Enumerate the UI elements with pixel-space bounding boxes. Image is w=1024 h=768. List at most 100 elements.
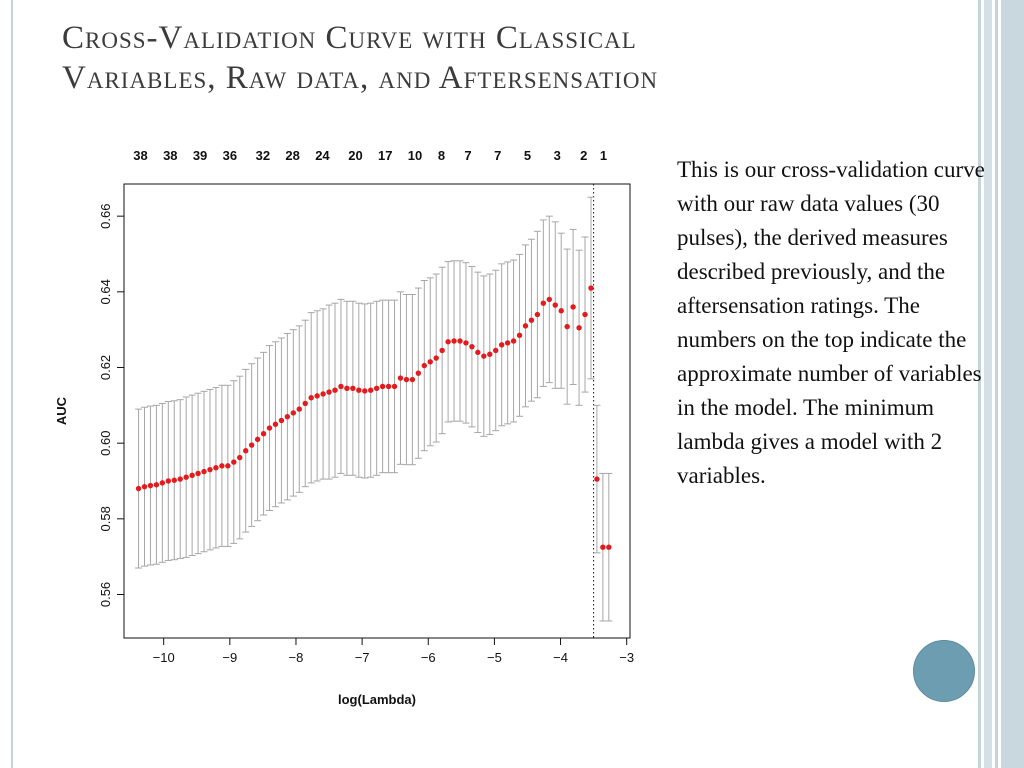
auc-point: [469, 343, 475, 350]
auc-point: [439, 347, 445, 354]
auc-point: [201, 468, 207, 475]
top-nvars-label: 1: [600, 148, 607, 163]
auc-point: [308, 395, 314, 401]
top-nvars-label: 8: [438, 148, 445, 163]
top-nvars-label: 20: [348, 148, 362, 163]
auc-point: [254, 436, 261, 443]
slide-title-line1: Cross-Validation Curve with Classical: [62, 20, 637, 56]
auc-point: [457, 338, 463, 344]
auc-point: [564, 323, 570, 330]
auc-point: [409, 376, 416, 383]
auc-point: [606, 544, 612, 550]
x-tick-label: −6: [421, 650, 436, 665]
auc-point: [582, 311, 588, 318]
auc-point: [487, 351, 493, 357]
auc-point: [141, 483, 148, 490]
auc-point: [558, 308, 564, 314]
plot-frame: [123, 183, 631, 639]
auc-point: [522, 323, 529, 329]
auc-point: [165, 478, 172, 484]
slide-body-text: This is our cross-validation curve with …: [677, 157, 985, 488]
auc-point: [552, 302, 558, 308]
auc-point: [195, 470, 201, 477]
x-tick-label: −4: [553, 650, 568, 665]
auc-point: [576, 325, 582, 331]
top-nvars-label: 5: [524, 148, 531, 163]
auc-point: [415, 370, 422, 376]
auc-point: [368, 387, 374, 393]
left-decoration-rule: [11, 0, 13, 768]
top-nvars-label: 10: [408, 148, 422, 163]
auc-point: [266, 425, 273, 431]
right-decoration-bars: [978, 0, 1024, 768]
x-tick-label: −3: [619, 650, 634, 665]
auc-point: [391, 383, 398, 390]
auc-point: [421, 362, 427, 369]
auc-point: [135, 485, 142, 492]
y-tick-label: 0.60: [98, 431, 113, 456]
auc-point: [379, 383, 386, 390]
auc-point: [546, 296, 553, 303]
decorative-circle: [913, 640, 975, 702]
auc-point: [594, 476, 600, 482]
auc-point: [332, 387, 338, 393]
auc-point: [534, 311, 541, 318]
top-nvars-label: 7: [464, 148, 471, 163]
auc-point: [284, 413, 291, 420]
auc-point: [219, 463, 225, 469]
auc-point: [516, 332, 523, 339]
top-nvars-label: 36: [223, 148, 237, 163]
auc-point: [177, 476, 183, 482]
top-nvars-label: 38: [133, 148, 147, 163]
cv-curve-chart: −10 −9 −8 −7 −6 −5 −4 −3 0.56 0.58 0.60 0.62 0.64 0.6…: [54, 148, 634, 707]
x-tick-label: −10: [153, 650, 175, 665]
auc-point: [463, 340, 469, 346]
auc-point: [231, 459, 237, 465]
top-nvars-label: 28: [285, 148, 299, 163]
slide-title-line2: Variables, Raw data, and Aftersensation: [62, 60, 659, 96]
auc-point: [475, 349, 481, 356]
auc-point: [248, 442, 255, 448]
auc-point: [302, 400, 308, 407]
auc-point: [373, 385, 380, 391]
auc-point: [504, 340, 511, 346]
auc-point: [207, 466, 213, 473]
auc-point: [320, 391, 326, 397]
top-nvars-label: 32: [256, 148, 270, 163]
auc-point: [278, 417, 285, 424]
auc-point: [570, 304, 576, 310]
auc-point: [171, 477, 177, 483]
y-tick-label: 0.64: [98, 279, 113, 304]
auc-point: [403, 376, 410, 383]
x-tick-label: −8: [289, 650, 304, 665]
auc-point: [183, 474, 189, 480]
y-tick-label: 0.62: [98, 355, 113, 380]
auc-point: [588, 285, 594, 291]
auc-point: [451, 338, 457, 344]
y-tick-label: 0.66: [98, 204, 113, 229]
auc-point: [362, 388, 368, 394]
auc-point: [427, 359, 433, 365]
auc-point: [481, 353, 487, 359]
auc-point: [153, 482, 160, 488]
auc-point: [147, 482, 154, 489]
auc-point: [510, 338, 517, 344]
auc-point: [344, 385, 350, 391]
auc-point: [433, 355, 439, 361]
slide-title: Cross-Validation Curve with Classical Va…: [62, 18, 942, 98]
auc-point: [600, 544, 606, 550]
y-axis-label: AUC: [54, 396, 69, 425]
x-axis-label: log(Lambda): [338, 692, 416, 707]
top-nvars-label: 24: [315, 148, 330, 163]
auc-point: [290, 410, 297, 416]
x-tick-label: −9: [222, 650, 237, 665]
auc-point: [260, 431, 267, 437]
auc-point: [213, 465, 219, 471]
auc-point: [397, 375, 404, 381]
auc-point: [272, 421, 279, 427]
auc-point: [237, 454, 243, 461]
auc-point: [493, 347, 499, 354]
auc-point: [350, 385, 356, 391]
auc-point: [498, 342, 505, 348]
top-nvars-label: 3: [554, 148, 561, 163]
